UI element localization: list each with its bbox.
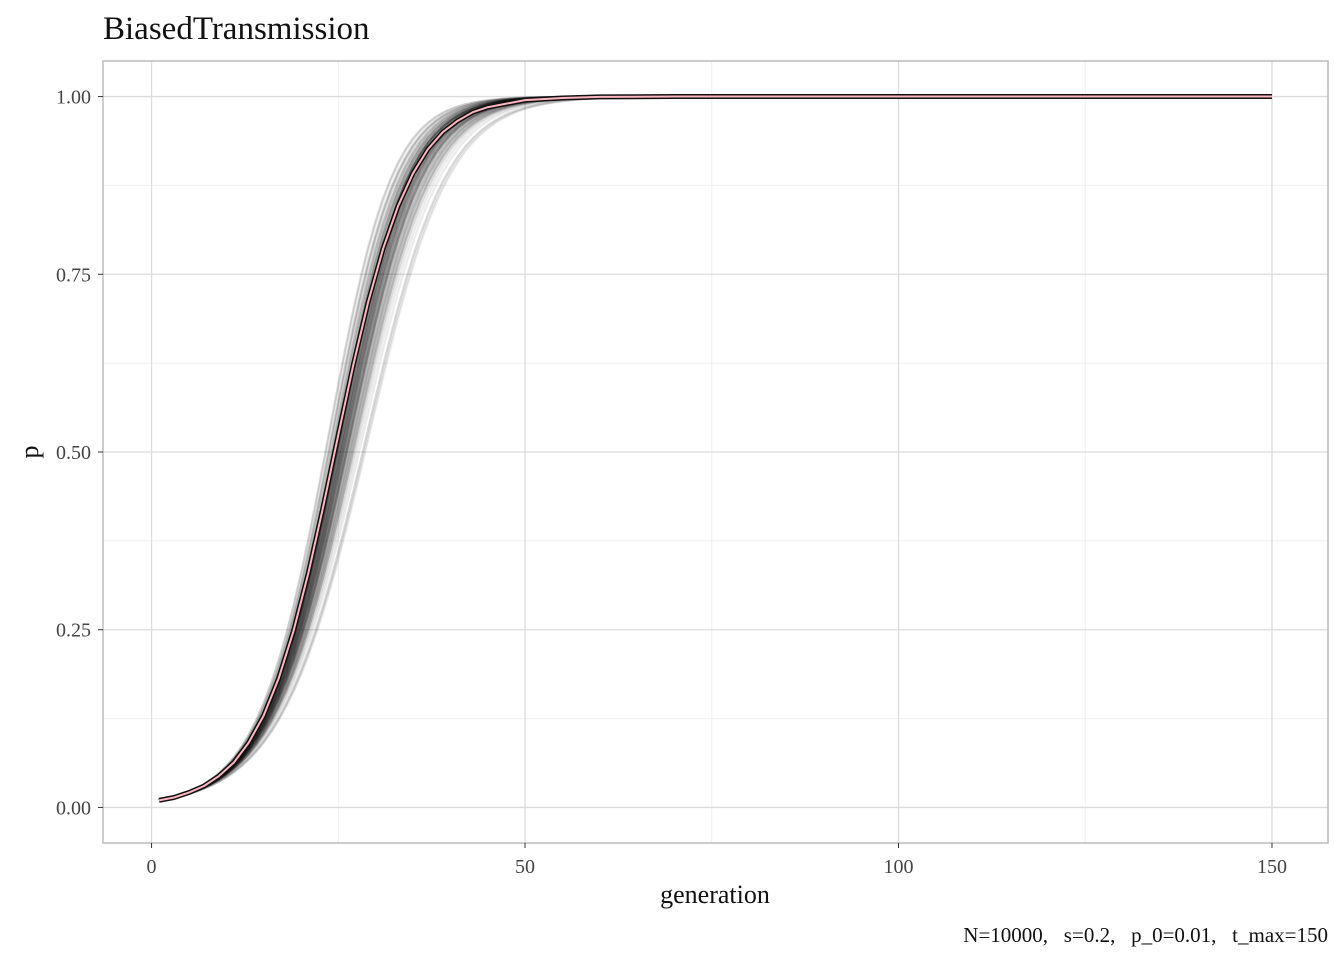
y-tick-label: 0.00: [56, 797, 91, 819]
y-axis-ticks: 0.00 0.25 0.50 0.75 1.00: [56, 87, 103, 819]
x-tick-label: 0: [147, 856, 157, 878]
series-group: [158, 94, 1272, 803]
grid-lines: [103, 61, 1328, 843]
x-axis-title: generation: [660, 880, 770, 909]
series-mean-line: [158, 95, 1272, 802]
y-axis-title: p: [15, 446, 44, 459]
y-tick-label: 0.25: [56, 620, 91, 642]
replicate-run-line: [158, 95, 1272, 802]
y-tick-label: 0.50: [56, 442, 91, 464]
x-tick-label: 150: [1257, 856, 1287, 878]
y-tick-label: 0.75: [56, 264, 91, 286]
x-tick-label: 50: [515, 856, 535, 878]
chart-title: BiasedTransmission: [103, 11, 369, 47]
replicate-runs: [158, 95, 1272, 802]
y-tick-label: 1.00: [56, 87, 91, 109]
x-tick-label: 100: [884, 856, 914, 878]
caption: N=10000, s=0.2, p_0=0.01, t_max=150: [963, 923, 1328, 947]
x-axis-ticks: 0 50 100 150: [147, 843, 1287, 878]
